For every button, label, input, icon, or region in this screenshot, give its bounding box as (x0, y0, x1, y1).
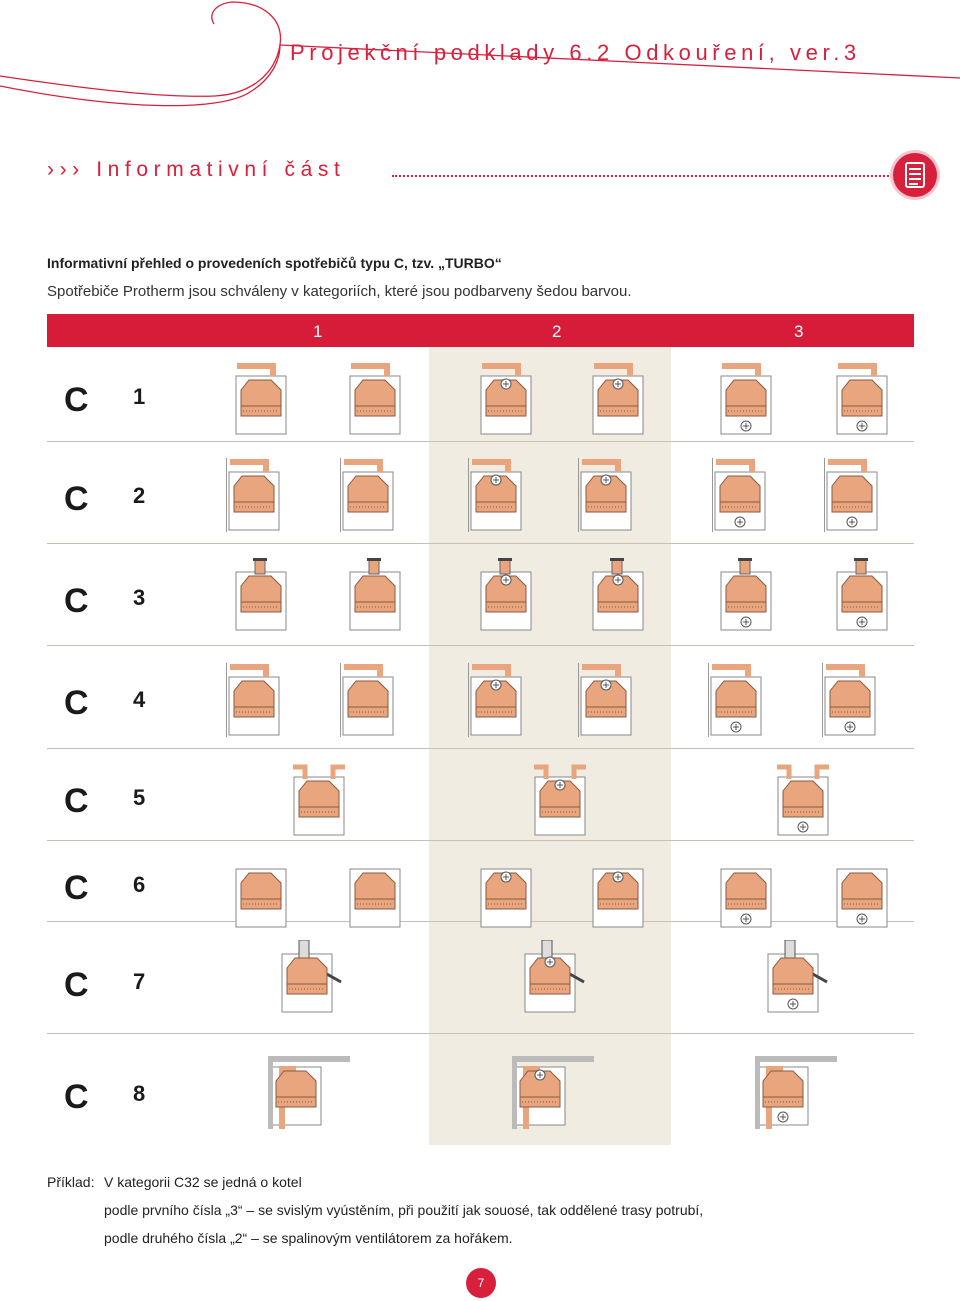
row-letter-c5: C (64, 782, 89, 820)
boiler-diagram (592, 558, 644, 631)
row-letter-c7: C (64, 966, 89, 1004)
boiler-diagram (349, 363, 401, 435)
example-label: Příklad: (47, 1174, 95, 1190)
row-number-4: 4 (133, 687, 146, 712)
boiler-diagram (340, 458, 394, 532)
boiler-diagram (720, 558, 772, 631)
dotted-leader (392, 175, 940, 177)
boiler-diagram (524, 940, 585, 1013)
row-separator (47, 543, 914, 544)
example-line-1: V kategorii C32 se jedná o kotel (104, 1174, 302, 1190)
example-line-2: podle prvního čísla „3“ – se svislým vyú… (104, 1202, 704, 1218)
boiler-diagram (480, 868, 532, 928)
boiler-diagram (468, 458, 522, 532)
column-label-3: 3 (794, 322, 804, 341)
section-header: ››› Informativní část (47, 158, 940, 184)
boiler-diagram (578, 458, 632, 532)
row-separator (47, 840, 914, 841)
boiler-diagram (293, 764, 345, 836)
row-separator (47, 645, 914, 646)
boiler-diagram (349, 868, 401, 928)
row-letter-c3: C (64, 582, 89, 620)
document-list-icon (905, 162, 925, 188)
boiler-diagram (468, 663, 522, 737)
boiler-diagram (755, 1056, 837, 1129)
section-title: ››› Informativní část (47, 158, 346, 181)
boiler-diagram (720, 363, 772, 435)
row-separator (47, 441, 914, 442)
page-number-badge: 7 (466, 1268, 496, 1298)
boiler-diagram (712, 458, 766, 532)
boiler-diagram (836, 558, 888, 631)
row-number-3: 3 (133, 585, 146, 610)
boiler-diagram (824, 458, 878, 532)
boiler-diagram (226, 663, 280, 737)
boiler-diagram (592, 868, 644, 928)
row-letter-c2: C (64, 480, 89, 518)
row-number-6: 6 (133, 872, 146, 897)
row-number-7: 7 (133, 969, 146, 994)
boiler-diagram (822, 663, 876, 737)
boiler-diagram (235, 558, 287, 631)
boiler-diagram (340, 663, 394, 737)
column-label-1: 1 (313, 322, 323, 341)
decorative-curves (0, 1, 960, 107)
boiler-diagram (235, 868, 287, 928)
row-separator (47, 1033, 914, 1034)
example-line-3: podle druhého čísla „2“ – se spalinovým … (104, 1230, 513, 1246)
boiler-diagram (281, 940, 342, 1013)
category-header-bar: 1 2 3 (47, 314, 914, 347)
boiler-diagram (512, 1056, 594, 1129)
row-number-2: 2 (133, 483, 146, 508)
document-list-button[interactable] (893, 153, 937, 197)
boiler-diagram (836, 363, 888, 435)
boiler-diagram (836, 868, 888, 928)
intro-text: Spotřebiče Protherm jsou schváleny v kat… (47, 283, 632, 300)
boiler-diagram (268, 1056, 350, 1129)
row-number-5: 5 (133, 785, 146, 810)
row-separator (47, 748, 914, 749)
row-letter-c4: C (64, 684, 89, 722)
boiler-diagram (777, 764, 829, 836)
document-title: Projekční podklady 6.2 Odkouření, ver.3 (290, 40, 861, 65)
boiler-diagram (235, 363, 287, 435)
boiler-diagram (578, 663, 632, 737)
boiler-diagram (226, 458, 280, 532)
row-letter-c8: C (64, 1078, 89, 1116)
boiler-diagram (720, 868, 772, 928)
boiler-diagram (592, 363, 644, 435)
column-label-2: 2 (552, 322, 562, 341)
boiler-diagram (534, 764, 586, 836)
row-letter-c6: C (64, 869, 89, 907)
row-letter-c1: C (64, 381, 89, 419)
intro-heading: Informativní přehled o provedeních spotř… (47, 255, 502, 271)
boiler-diagram (480, 363, 532, 435)
boiler-diagram (480, 558, 532, 631)
boiler-diagram (349, 558, 401, 631)
row-number-1: 1 (133, 384, 146, 409)
row-number-8: 8 (133, 1081, 146, 1106)
boiler-diagram (767, 940, 828, 1013)
boiler-diagram (708, 663, 762, 737)
